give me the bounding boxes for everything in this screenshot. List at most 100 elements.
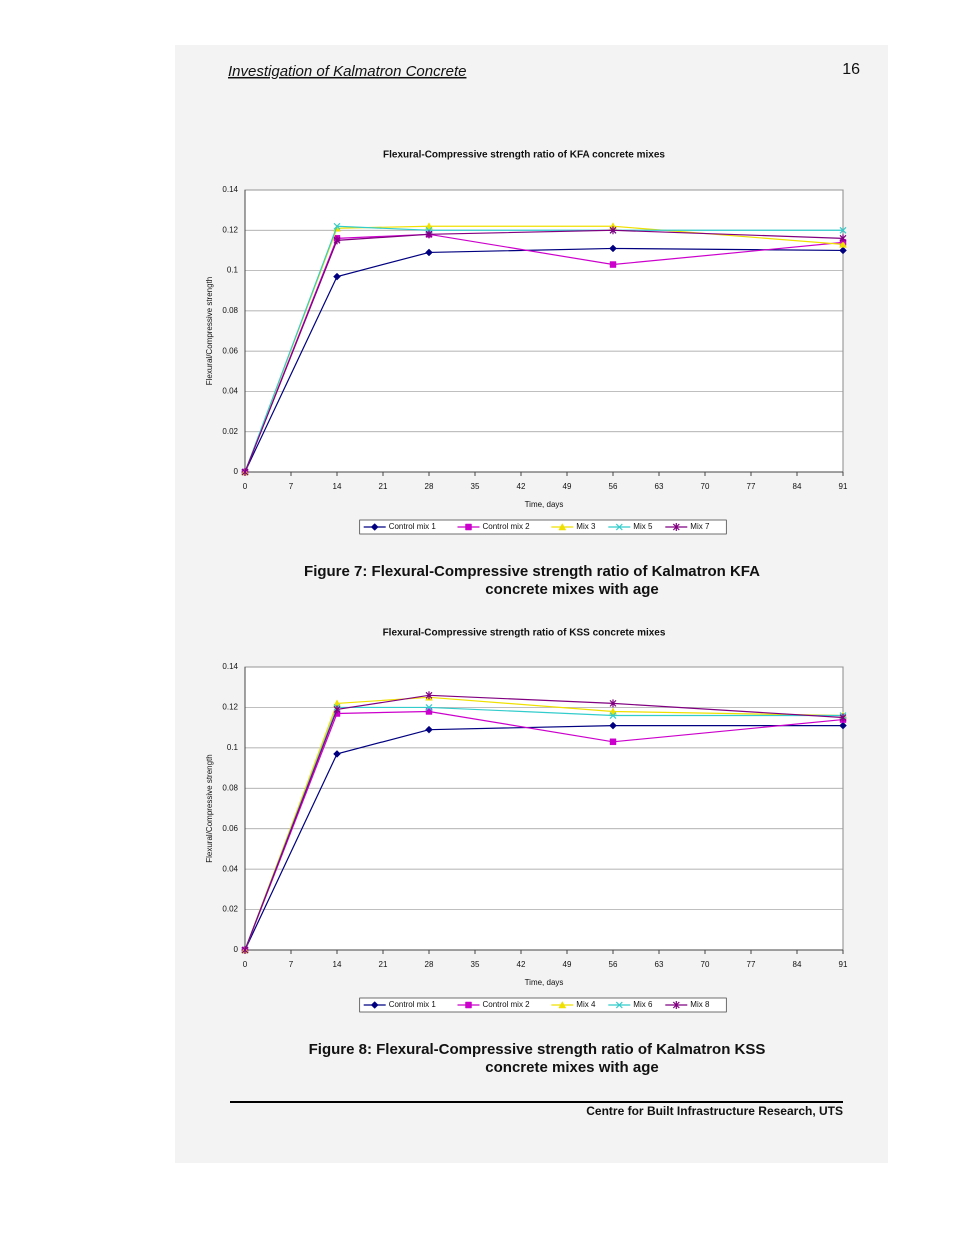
marker xyxy=(609,738,617,746)
marker xyxy=(333,222,341,230)
caption: concrete mixes with age xyxy=(485,1059,658,1076)
y-axis-label: Flexural/Compressive strength xyxy=(205,277,214,385)
x-tick-label: 70 xyxy=(701,482,710,491)
footer: Centre for Built Infrastructure Research… xyxy=(586,1104,843,1118)
legend-label: Mix 7 xyxy=(690,522,710,531)
caption: Figure 7: Flexural-Compressive strength … xyxy=(304,563,760,580)
x-tick-label: 63 xyxy=(655,960,664,969)
legend-label: Mix 5 xyxy=(633,522,653,531)
marker xyxy=(672,523,680,531)
x-tick-label: 56 xyxy=(609,482,618,491)
marker xyxy=(615,1001,623,1009)
marker xyxy=(333,272,341,281)
legend-label: Mix 4 xyxy=(576,1000,596,1009)
x-tick-label: 49 xyxy=(563,960,572,969)
y-tick-label: 0.1 xyxy=(227,266,239,275)
y-tick-label: 0 xyxy=(234,945,239,954)
x-tick-label: 0 xyxy=(243,960,248,969)
x-axis-label: Time, days xyxy=(525,978,564,987)
y-tick-label: 0.04 xyxy=(222,864,238,873)
marker xyxy=(609,707,617,715)
marker xyxy=(241,946,249,954)
chart-title: Flexural-Compressive strength ratio of K… xyxy=(383,628,666,639)
x-tick-label: 35 xyxy=(471,482,480,491)
x-tick-label: 91 xyxy=(839,960,848,969)
x-tick-label: 84 xyxy=(793,482,802,491)
y-tick-label: 0.08 xyxy=(222,306,238,315)
marker xyxy=(425,230,433,239)
header-title: Investigation of Kalmatron Concrete xyxy=(228,63,466,80)
marker xyxy=(425,248,433,257)
marker xyxy=(615,523,623,531)
marker xyxy=(333,236,341,245)
marker xyxy=(558,1000,567,1009)
legend-label: Control mix 2 xyxy=(483,522,531,531)
x-tick-label: 0 xyxy=(243,482,248,491)
marker xyxy=(465,523,472,531)
marker xyxy=(609,226,617,235)
x-tick-label: 28 xyxy=(425,482,434,491)
y-tick-label: 0.12 xyxy=(222,703,238,712)
x-tick-label: 63 xyxy=(655,482,664,491)
x-tick-label: 56 xyxy=(609,960,618,969)
y-tick-label: 0.14 xyxy=(222,185,238,194)
x-tick-label: 77 xyxy=(747,482,756,491)
x-tick-label: 77 xyxy=(747,960,756,969)
y-tick-label: 0.02 xyxy=(222,427,238,436)
marker xyxy=(558,522,567,531)
marker xyxy=(241,468,249,476)
y-tick-label: 0.02 xyxy=(222,905,238,914)
x-tick-label: 28 xyxy=(425,960,434,969)
page-number: 16 xyxy=(842,61,860,78)
x-tick-label: 35 xyxy=(471,960,480,969)
marker xyxy=(425,222,433,230)
marker xyxy=(333,750,341,758)
marker xyxy=(839,240,847,248)
legend-label: Control mix 1 xyxy=(389,1000,437,1009)
marker xyxy=(609,244,617,253)
y-tick-label: 0.04 xyxy=(222,387,238,396)
y-tick-label: 0.14 xyxy=(222,662,238,671)
x-tick-label: 49 xyxy=(563,482,572,491)
x-tick-label: 14 xyxy=(333,960,342,969)
legend-label: Control mix 2 xyxy=(483,1000,531,1009)
x-tick-label: 91 xyxy=(839,482,848,491)
marker xyxy=(609,721,617,730)
x-tick-label: 14 xyxy=(333,482,342,491)
marker xyxy=(333,705,341,714)
caption: Figure 8: Flexural-Compressive strength … xyxy=(309,1041,766,1058)
marker xyxy=(425,725,433,734)
marker xyxy=(425,704,433,711)
legend-label: Control mix 1 xyxy=(389,522,437,531)
marker xyxy=(425,691,433,700)
x-tick-label: 7 xyxy=(289,960,294,969)
marker xyxy=(672,1001,680,1009)
legend-label: Mix 8 xyxy=(690,1000,710,1009)
marker xyxy=(839,226,847,234)
marker xyxy=(465,1001,472,1009)
y-axis-label: Flexural/Compressive strength xyxy=(205,754,214,862)
legend xyxy=(359,519,727,535)
x-tick-label: 70 xyxy=(701,960,710,969)
legend xyxy=(359,997,727,1013)
chart-title: Flexural-Compressive strength ratio of K… xyxy=(383,150,665,161)
x-tick-label: 7 xyxy=(289,482,294,491)
y-tick-label: 0.1 xyxy=(227,743,239,752)
y-tick-label: 0.06 xyxy=(222,824,238,833)
marker xyxy=(839,713,847,722)
marker xyxy=(609,699,617,708)
caption: concrete mixes with age xyxy=(485,581,658,598)
marker xyxy=(370,1001,379,1009)
y-tick-label: 0.08 xyxy=(222,783,238,792)
marker xyxy=(609,261,617,268)
x-tick-label: 84 xyxy=(793,960,802,969)
y-tick-label: 0 xyxy=(234,467,239,476)
x-axis-label: Time, days xyxy=(525,500,564,509)
marker xyxy=(839,234,847,243)
marker xyxy=(839,246,847,255)
x-tick-label: 42 xyxy=(517,960,526,969)
x-tick-label: 42 xyxy=(517,482,526,491)
x-tick-label: 21 xyxy=(379,960,388,969)
